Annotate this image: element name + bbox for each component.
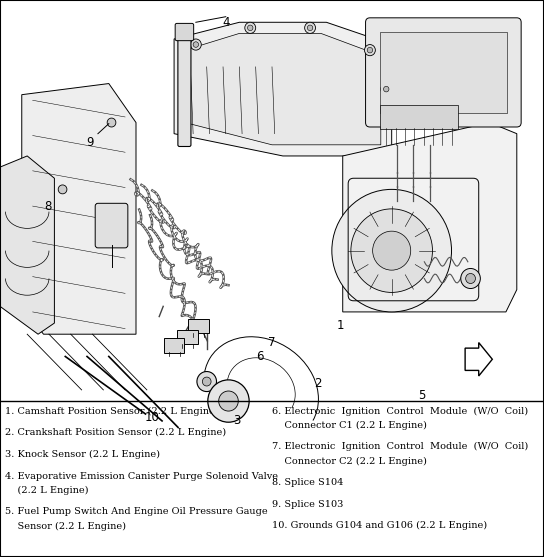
Text: 4: 4: [222, 16, 230, 29]
Text: 9: 9: [86, 135, 94, 149]
Circle shape: [248, 25, 253, 31]
FancyBboxPatch shape: [175, 23, 194, 41]
Circle shape: [367, 47, 373, 53]
Text: 9. Splice S103: 9. Splice S103: [272, 500, 343, 509]
Text: 4. Evaporative Emission Canister Purge Solenoid Valve: 4. Evaporative Emission Canister Purge S…: [5, 472, 279, 481]
Circle shape: [381, 84, 392, 95]
Circle shape: [305, 22, 316, 33]
Text: 7. Electronic  Ignition  Control  Module  (W/O  Coil): 7. Electronic Ignition Control Module (W…: [272, 442, 528, 451]
Circle shape: [197, 372, 217, 392]
Circle shape: [466, 273, 475, 284]
FancyBboxPatch shape: [178, 32, 191, 146]
Text: (2.2 L Engine): (2.2 L Engine): [5, 486, 89, 495]
Text: 3. Knock Sensor (2.2 L Engine): 3. Knock Sensor (2.2 L Engine): [5, 450, 160, 459]
Text: 7: 7: [268, 336, 276, 349]
Circle shape: [202, 377, 211, 386]
Text: 2: 2: [314, 377, 322, 390]
Text: Connector C1 (2.2 L Engine): Connector C1 (2.2 L Engine): [272, 421, 427, 430]
Polygon shape: [0, 156, 54, 334]
Text: 8. Splice S104: 8. Splice S104: [272, 478, 343, 487]
Text: 5: 5: [418, 389, 425, 402]
FancyBboxPatch shape: [380, 105, 458, 129]
Text: Connector C2 (2.2 L Engine): Connector C2 (2.2 L Engine): [272, 457, 427, 466]
Circle shape: [208, 380, 249, 422]
FancyBboxPatch shape: [95, 203, 128, 248]
Text: 10: 10: [145, 411, 160, 424]
Circle shape: [307, 25, 313, 31]
Text: 8: 8: [44, 199, 52, 213]
Text: 5. Fuel Pump Switch And Engine Oil Pressure Gauge: 5. Fuel Pump Switch And Engine Oil Press…: [5, 507, 268, 516]
FancyBboxPatch shape: [164, 338, 184, 353]
Circle shape: [461, 268, 480, 289]
Circle shape: [373, 231, 411, 270]
Text: 1. Camshaft Position Sensor (2.2 L Engine): 1. Camshaft Position Sensor (2.2 L Engin…: [5, 407, 219, 416]
Circle shape: [107, 118, 116, 127]
Polygon shape: [343, 123, 517, 312]
FancyBboxPatch shape: [188, 319, 209, 333]
Polygon shape: [22, 84, 136, 334]
Text: 3: 3: [233, 414, 240, 427]
Text: 6. Electronic  Ignition  Control  Module  (W/O  Coil): 6. Electronic Ignition Control Module (W…: [272, 407, 528, 416]
Circle shape: [193, 42, 199, 47]
Circle shape: [245, 22, 256, 33]
FancyBboxPatch shape: [177, 330, 198, 344]
Circle shape: [364, 45, 375, 56]
Circle shape: [351, 209, 432, 292]
Polygon shape: [185, 33, 381, 145]
Text: 10. Grounds G104 and G106 (2.2 L Engine): 10. Grounds G104 and G106 (2.2 L Engine): [272, 521, 487, 530]
Circle shape: [384, 86, 389, 92]
Text: Sensor (2.2 L Engine): Sensor (2.2 L Engine): [5, 522, 126, 531]
Circle shape: [58, 185, 67, 194]
Circle shape: [219, 391, 238, 411]
Text: 6: 6: [256, 350, 264, 363]
FancyBboxPatch shape: [380, 32, 507, 113]
Text: 2. Crankshaft Position Sensor (2.2 L Engine): 2. Crankshaft Position Sensor (2.2 L Eng…: [5, 428, 226, 437]
Circle shape: [190, 39, 201, 50]
Circle shape: [332, 189, 452, 312]
Text: 1: 1: [336, 319, 344, 333]
FancyBboxPatch shape: [366, 18, 521, 127]
Polygon shape: [174, 22, 392, 156]
